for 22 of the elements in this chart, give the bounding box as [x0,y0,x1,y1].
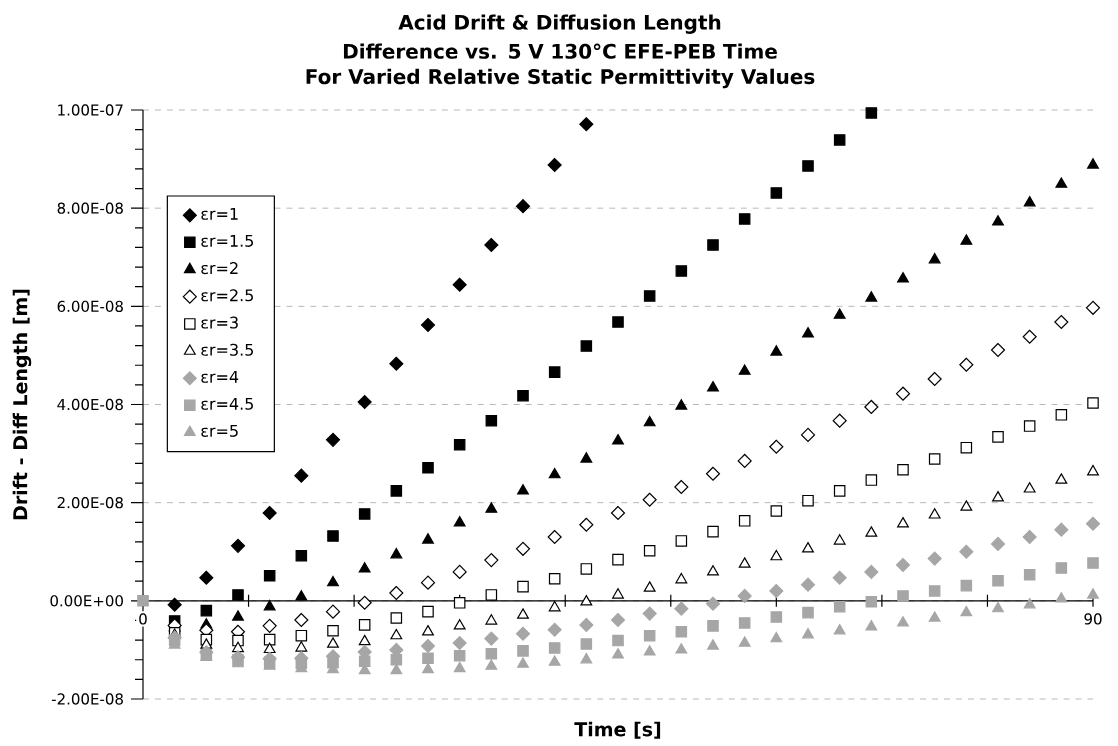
legend-label: εr=2 [201,262,238,275]
legend-label: εr=4.5 [201,398,253,410]
x-tick-label: 90 [1084,613,1102,625]
y-tick-label: 4.00E-08 [57,398,123,411]
x-axis-title: Time [s] [574,721,661,739]
y-tick-label: 6.00E-08 [57,300,123,313]
y-tick-label: 2.00E-08 [57,497,123,509]
legend-label: εr=4 [201,370,239,383]
chart-subtitle: For Varied Relative Static Permittivity Values [306,68,815,89]
legend-label: εr=1 [201,208,238,220]
legend-label: εr=5 [201,425,238,437]
chart-title: Acid Drift & Diffusion Length Difference vs. 5 V 130°C EFE-PEB Time [343,14,777,59]
y-tick-label: 1.00E-07 [58,104,123,116]
legend-label: εr=1.5 [201,235,253,247]
y-tick-label: -2.00E-08 [51,693,123,705]
legend-label: εr=2.5 [201,289,253,302]
y-axis-title: Drift - Diff Length [m] [12,289,32,520]
legend-label: εr=3.5 [201,343,253,356]
y-tick-label: 0.00E+00 [50,595,123,607]
legend-label: εr=3 [201,316,238,329]
x-tick-label: 0 [139,613,147,625]
y-tick-label: 8.00E-08 [57,202,123,214]
